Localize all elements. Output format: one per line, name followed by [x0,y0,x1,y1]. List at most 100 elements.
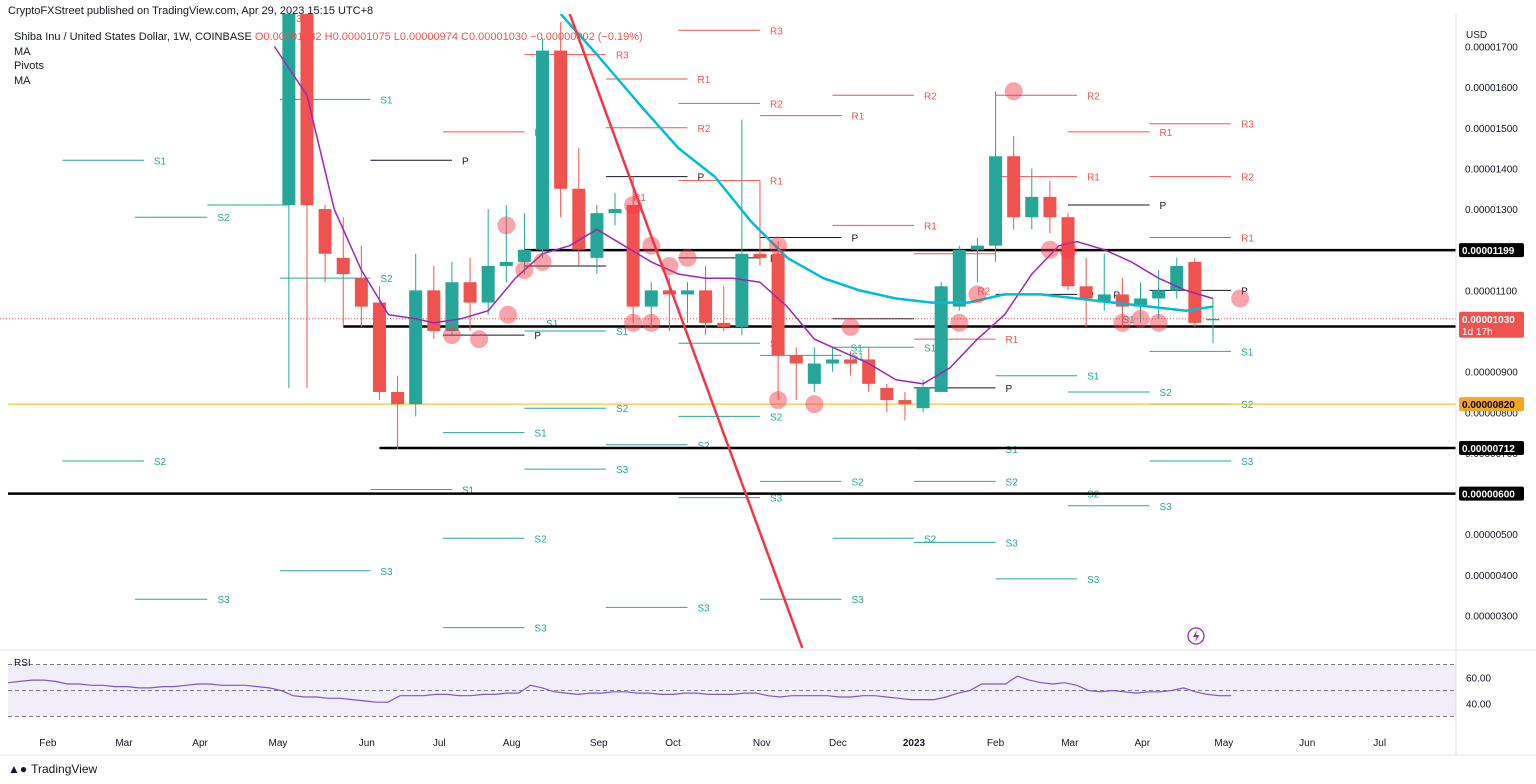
candle [807,347,821,392]
pivot-label: P [1241,286,1248,297]
pivot-label: S1 [1122,315,1135,326]
touch-point-marker [660,256,679,275]
pivot-label: S1 [616,327,629,338]
candle [880,383,894,413]
touch-point-marker [841,317,860,336]
level-price-tag: 0.00000600 [1459,486,1524,501]
candle-body [1097,294,1111,303]
ohlc-values: O0.00001032 H0.00001075 L0.00000974 C0.0… [254,31,643,43]
pivot-label: S2 [1241,400,1254,411]
candle-body [735,253,749,327]
touch-point-marker [1004,82,1023,101]
pivot-label: S1 [546,319,559,330]
y-tick-label: 0.00000800 [1465,408,1518,419]
lightning-icon [1187,627,1205,645]
touch-point-marker [805,395,824,414]
candle-body [644,290,658,307]
pivot-label: P [698,173,705,184]
tradingview-brand[interactable]: ▲● TradingView [8,762,97,776]
x-tick-label: Oct [665,738,681,749]
candle [1025,168,1039,230]
candle [644,282,658,327]
pivot-label: S2 [924,534,937,545]
pivot-label: S3 [616,465,629,476]
candle [970,237,984,283]
x-tick-label: Apr [192,738,208,749]
indicator-ma-2[interactable]: MA [14,74,31,87]
candle [318,205,332,283]
touch-point-marker [769,236,788,255]
pivot-label: R3 [1241,120,1254,131]
candle-body [880,387,894,401]
candle-body [572,188,586,250]
candle [626,176,640,323]
indicator-pivots[interactable]: Pivots [14,60,44,72]
x-tick-label: Aug [503,738,521,749]
pivot-label: S3 [1241,457,1254,468]
touch-point-marker [442,326,461,345]
indicator-ma-1[interactable]: MA [14,45,31,58]
candle-body [681,290,694,295]
candle [989,91,1003,262]
candle [354,245,368,327]
x-tick-label: May [1214,738,1233,749]
pivot-label: R2 [924,91,937,102]
pivot-label: S2 [217,213,230,224]
ma-slow-line [559,14,1214,312]
candle-body [463,282,477,303]
candle-body [1206,318,1220,321]
touch-point-marker [497,216,516,235]
pivot-label: S3 [770,494,783,505]
y-tick-label: 0.00001100 [1465,286,1518,297]
candle-body [844,359,858,364]
pivot-label: S3 [1160,502,1173,513]
currency-label: USD [1466,30,1487,41]
candle-body [282,14,296,206]
pivot-label: S1 [1241,347,1254,358]
candle [1170,257,1184,299]
pivot-label: R3 [289,14,302,25]
candle-body [1152,290,1166,299]
x-tick-label: May [269,738,288,749]
pivot-label: S2 [1006,477,1019,488]
candle-body [1134,298,1147,307]
candle-body [391,391,405,405]
y-tick-label: 0.00000400 [1465,571,1518,582]
touch-point-marker [1149,313,1168,332]
candle [282,14,296,388]
y-tick-label: 0.00001500 [1465,124,1518,135]
rsi-label: RSI [14,658,31,669]
candle [481,209,495,315]
candle [427,265,441,340]
candle-body [318,209,332,254]
pivot-label: S2 [1160,388,1173,399]
pivot-label: S2 [154,457,167,468]
pivot-label: P [1160,201,1167,212]
rsi-tick-label: 40.00 [1466,700,1491,711]
candle [590,205,604,275]
pivot-label: S1 [380,95,393,106]
pivot-label: S1 [462,486,475,497]
candle [463,257,477,331]
pivot-label: S3 [534,624,547,635]
touch-point-marker [1231,289,1250,308]
pivot-label: R2 [770,99,783,110]
touch-point-marker [1131,309,1150,328]
candle [1206,298,1220,344]
chart-legend: Shiba Inu / United States Dollar, 1W, CO… [14,30,643,88]
candle [300,14,314,388]
candle-body [590,213,604,258]
main-pane: S1 S2 S2 S3 S1 S2 S3 P S1 P S1 S2 S3 R3 R2 S1 S2 S3 R1 R2 P S… [0,14,1456,648]
pivot-label: S1 [1087,372,1100,383]
candle-body [1007,156,1021,218]
x-tick-label: Sep [590,738,608,749]
pivot-label: R1 [1087,173,1100,184]
rsi-line [7,675,1232,703]
x-tick-label: Jun [1299,738,1315,749]
pivot-label: P [852,234,859,245]
pivot-label: S3 [1006,538,1019,549]
y-tick-label: 0.00000900 [1465,368,1518,379]
bar-countdown: 1d 17h [1462,327,1493,338]
